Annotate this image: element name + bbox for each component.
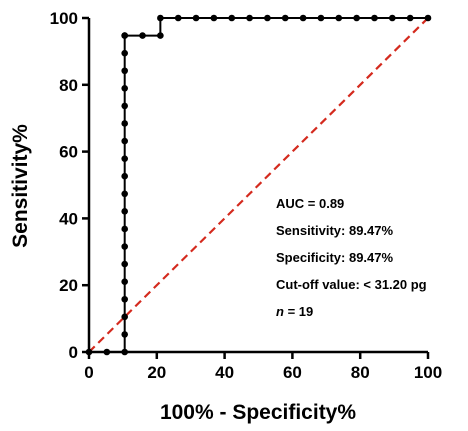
- roc-point: [299, 14, 307, 22]
- roc-point: [192, 14, 200, 22]
- annotation-specificity: Specificity: 89.47%: [276, 250, 393, 265]
- annotation-n: n = 19: [276, 304, 313, 319]
- roc-point: [371, 14, 378, 22]
- y-tick-label: 40: [59, 209, 78, 228]
- roc-point: [281, 14, 289, 22]
- roc-point: [389, 14, 396, 22]
- annotation-n-value: = 19: [284, 304, 313, 319]
- roc-point: [246, 14, 253, 22]
- x-axis-title: 100% - Specificity%: [160, 401, 356, 424]
- roc-point: [121, 225, 128, 233]
- roc-point: [121, 348, 128, 356]
- roc-point: [121, 172, 128, 180]
- x-tick-label: 100: [414, 363, 442, 382]
- roc-point: [353, 14, 360, 22]
- roc-point: [139, 32, 146, 39]
- reference-line-group: [88, 17, 429, 353]
- x-tick-label: 20: [147, 363, 166, 382]
- annotation-auc: AUC = 0.89: [276, 196, 344, 211]
- roc-point: [103, 348, 111, 356]
- x-tick-label: 80: [351, 363, 370, 382]
- x-tick-label: 40: [215, 363, 234, 382]
- roc-point: [121, 331, 128, 338]
- roc-point: [157, 32, 164, 39]
- annotation-box: AUC = 0.89 Sensitivity: 89.47% Specifici…: [276, 196, 427, 319]
- roc-point: [121, 295, 128, 303]
- annotation-cutoff: Cut-off value: < 31.20 pg: [276, 277, 427, 292]
- roc-point: [264, 14, 271, 22]
- annotation-sensitivity: Sensitivity: 89.47%: [276, 223, 393, 238]
- y-tick-label: 20: [59, 276, 78, 295]
- roc-point: [317, 14, 325, 22]
- y-tick-label: 60: [59, 143, 78, 162]
- x-tick-label: 0: [84, 363, 93, 382]
- roc-point: [121, 67, 128, 75]
- tick-labels: 0 20 40 60 80 100 0 20 40 60 80 100: [50, 9, 443, 382]
- roc-point: [121, 243, 128, 250]
- roc-point: [406, 14, 414, 22]
- y-axis-title: Sensitivity%: [9, 124, 32, 248]
- y-tick-label: 80: [59, 76, 78, 95]
- roc-point: [121, 260, 128, 268]
- roc-curve-group: [85, 14, 432, 356]
- roc-point: [121, 32, 128, 39]
- roc-point: [210, 14, 218, 22]
- y-tick-label: 100: [50, 9, 78, 28]
- y-tick-label: 0: [69, 343, 78, 362]
- roc-point: [228, 14, 236, 22]
- annotation-n-symbol: n: [276, 304, 284, 319]
- roc-point: [121, 190, 128, 198]
- roc-point: [121, 49, 128, 57]
- roc-point: [121, 120, 128, 127]
- roc-point: [174, 14, 182, 22]
- roc-point: [121, 313, 128, 321]
- roc-point: [424, 14, 432, 22]
- axes: [82, 16, 430, 359]
- roc-point: [121, 278, 128, 285]
- roc-point: [85, 348, 93, 356]
- roc-point: [121, 102, 128, 110]
- x-tick-label: 60: [283, 363, 302, 382]
- roc-point: [335, 14, 343, 22]
- roc-point: [121, 137, 128, 145]
- roc-point: [121, 208, 128, 215]
- roc-point: [121, 85, 128, 92]
- reference-diagonal-line: [88, 17, 429, 353]
- roc-point: [121, 155, 128, 162]
- roc-point: [157, 14, 164, 22]
